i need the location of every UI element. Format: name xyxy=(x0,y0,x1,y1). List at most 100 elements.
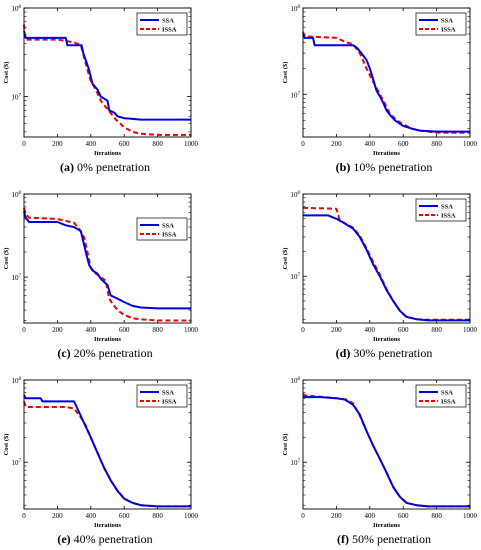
y-tick-base: 10 xyxy=(12,94,20,102)
y-tick-label: 108 xyxy=(12,5,22,13)
plot-frame xyxy=(23,7,192,138)
x-tick-label: 1000 xyxy=(463,512,478,520)
caption-f: (f) 50% penetration xyxy=(337,532,431,546)
x-tick-label: 0 xyxy=(301,326,305,334)
series-line-ssa xyxy=(303,396,470,508)
x-tick-label: 1000 xyxy=(463,326,478,334)
caption-c: (c) 20% penetration xyxy=(57,346,153,360)
y-tick-exponent: 8 xyxy=(298,377,301,382)
x-tick-label: 600 xyxy=(398,326,409,334)
y-tick-exponent: 8 xyxy=(19,191,22,196)
y-axis-label: Cost ($) xyxy=(3,248,10,270)
series-line-issa xyxy=(302,31,470,134)
y-tick-label: 107 xyxy=(291,91,301,99)
y-tick-exponent: 8 xyxy=(298,191,301,196)
x-tick-label: 1000 xyxy=(184,512,199,520)
x-tick-label: 800 xyxy=(152,512,163,520)
x-tick-label: 200 xyxy=(52,512,63,520)
y-axis-label: Cost ($) xyxy=(282,248,289,270)
plot-frame xyxy=(302,193,471,324)
x-tick-label: 400 xyxy=(365,326,376,334)
x-tick-label: 400 xyxy=(365,140,376,148)
caption-e: (e) 40% penetration xyxy=(57,532,153,546)
x-tick-label: 200 xyxy=(331,326,342,334)
y-tick-base: 10 xyxy=(291,273,299,281)
series-line-ssa xyxy=(23,394,191,508)
series-line-ssa xyxy=(23,30,191,121)
y-axis-label: Cost ($) xyxy=(282,434,289,456)
y-tick-base: 10 xyxy=(291,459,299,467)
y-tick-base: 10 xyxy=(291,191,299,199)
x-tick-label: 0 xyxy=(301,512,305,520)
x-tick-label: 0 xyxy=(22,140,26,148)
x-tick-label: 600 xyxy=(398,512,409,520)
x-tick-label: 200 xyxy=(52,140,63,148)
y-tick-label: 107 xyxy=(12,459,22,467)
x-tick-label: 1000 xyxy=(184,140,199,148)
y-tick-base: 10 xyxy=(291,377,299,385)
legend-label-issa: ISSA xyxy=(162,399,177,406)
x-tick-label: 1000 xyxy=(463,140,478,148)
x-tick-label: 400 xyxy=(86,140,97,148)
y-tick-exponent: 7 xyxy=(298,273,301,278)
y-tick-label: 108 xyxy=(291,5,301,13)
y-tick-exponent: 7 xyxy=(19,94,22,99)
x-tick-label: 0 xyxy=(301,140,305,148)
legend: SSA ISSA xyxy=(415,384,467,408)
caption-a: (a) 0% penetration xyxy=(60,160,150,174)
y-tick-base: 10 xyxy=(12,459,20,467)
x-tick-label: 800 xyxy=(152,140,163,148)
legend-label-ssa: SSA xyxy=(162,18,174,25)
legend: SSA ISSA xyxy=(136,217,188,241)
legend-label-ssa: SSA xyxy=(162,223,174,230)
caption-b: (b) 10% penetration xyxy=(335,160,433,174)
y-axis-label: Cost ($) xyxy=(3,62,10,84)
legend: SSA ISSA xyxy=(415,198,467,222)
y-tick-base: 10 xyxy=(291,91,299,99)
x-tick-label: 200 xyxy=(331,140,342,148)
x-tick-label: 400 xyxy=(86,326,97,334)
x-tick-label: 600 xyxy=(119,326,130,334)
plot-frame xyxy=(23,379,192,510)
y-tick-exponent: 8 xyxy=(19,5,22,10)
series-line-issa xyxy=(302,393,470,508)
y-tick-exponent: 7 xyxy=(298,459,301,464)
y-tick-label: 108 xyxy=(291,191,301,199)
legend-label-issa: ISSA xyxy=(441,27,456,34)
y-tick-label: 107 xyxy=(291,459,301,467)
caption-d: (d) 30% penetration xyxy=(335,346,433,360)
y-tick-label: 107 xyxy=(12,94,22,102)
x-tick-label: 0 xyxy=(22,326,26,334)
x-tick-label: 400 xyxy=(86,512,97,520)
y-axis-label: Cost ($) xyxy=(3,434,10,456)
y-tick-label: 107 xyxy=(12,274,22,282)
y-tick-label: 108 xyxy=(12,377,22,385)
x-tick-label: 800 xyxy=(431,326,442,334)
legend: SSA ISSA xyxy=(136,384,188,408)
y-axis-label: Cost ($) xyxy=(282,62,289,84)
y-tick-label: 107 xyxy=(291,273,301,281)
x-tick-label: 600 xyxy=(398,140,409,148)
series-line-ssa xyxy=(23,210,191,310)
y-minor-ticks xyxy=(24,197,191,321)
legend-label-issa: ISSA xyxy=(162,232,177,239)
y-tick-base: 10 xyxy=(12,5,20,13)
x-tick-label: 600 xyxy=(119,512,130,520)
legend-label-ssa: SSA xyxy=(162,390,174,397)
plot-frame xyxy=(302,379,471,510)
x-tick-label: 200 xyxy=(52,326,63,334)
y-tick-label: 108 xyxy=(291,377,301,385)
x-tick-label: 0 xyxy=(22,512,26,520)
series-line-ssa xyxy=(303,214,470,322)
y-tick-exponent: 8 xyxy=(298,5,301,10)
x-tick-label: 400 xyxy=(365,512,376,520)
series-line-ssa xyxy=(302,33,470,133)
y-tick-exponent: 7 xyxy=(19,274,22,279)
